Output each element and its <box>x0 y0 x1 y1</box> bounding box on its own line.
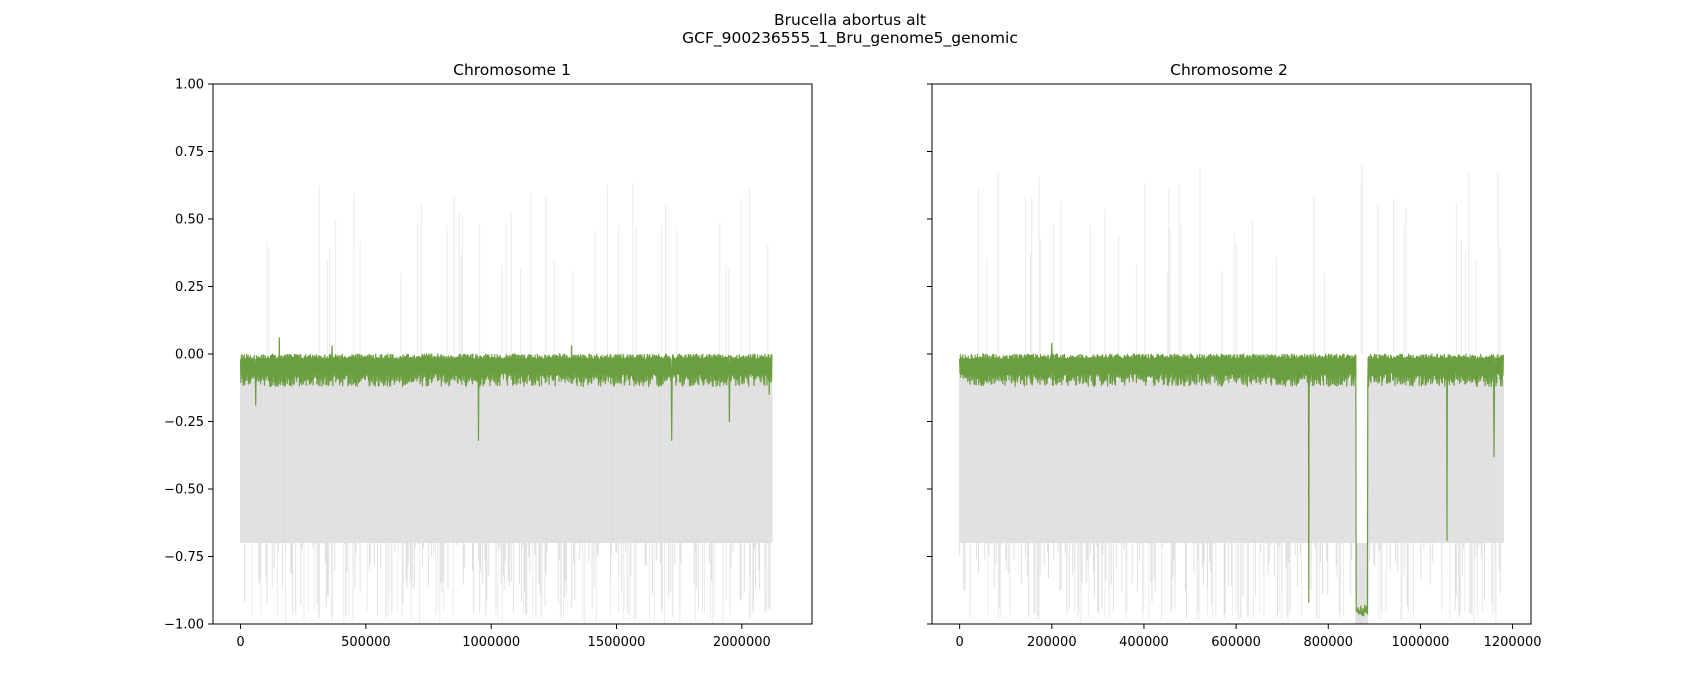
chart-1-y-tick-label: −0.25 <box>164 415 204 430</box>
chart-2-mean-line <box>959 342 1504 617</box>
chart-1-y-tick-label: 1.00 <box>175 78 204 93</box>
chart-1-y-tick-label: −1.00 <box>164 618 204 633</box>
chart-1-x-tick-label: 1000000 <box>462 635 520 650</box>
chart-1-y-tick-label: 0.50 <box>175 213 204 228</box>
chart-1-x-tick-label: 2000000 <box>713 635 771 650</box>
chart-1-mean-line <box>240 337 773 441</box>
chart-2-title: Chromosome 2 <box>1170 61 1288 79</box>
plot-layer: −1.00 −0.75 −0.50 −0.25 0.00 0.25 0.50 0.75 1.00… <box>164 78 1541 651</box>
chart-2-x-tick-label: 800000 <box>1303 635 1353 650</box>
chart-2-x-tick-label: 600000 <box>1211 635 1261 650</box>
chart-2-plot: 0 200000 400000 600000 800000 1000000 1200000 <box>927 83 1542 650</box>
chart-2-x-tick-label: 0 <box>956 635 964 650</box>
chart-2-x-tick-label: 400000 <box>1119 635 1169 650</box>
chart-1-y-tick-label: −0.75 <box>164 550 204 565</box>
figure-title-line2: GCF_900236555_1_Bru_genome5_genomic <box>682 29 1018 48</box>
chart-2-range-extreme <box>969 165 1501 624</box>
chart-1-title: Chromosome 1 <box>453 61 571 79</box>
chart-2-x-tick-label: 200000 <box>1027 635 1077 650</box>
chart-1-range-extreme <box>251 183 769 624</box>
chart-1-y-tick-label: 0.00 <box>175 348 204 363</box>
chart-2-range-band <box>959 367 1504 624</box>
chart-1-y-tick-label: −0.50 <box>164 483 204 498</box>
chart-2-x-tick-label: 1200000 <box>1484 635 1542 650</box>
chart-1-y-tick-label: 0.25 <box>175 280 204 295</box>
figure-title-line1: Brucella abortus alt <box>774 11 926 29</box>
chart-1-range-band <box>240 367 773 619</box>
chart-1-plot: −1.00 −0.75 −0.50 −0.25 0.00 0.25 0.50 0.75 1.00… <box>164 78 813 650</box>
chart-1-x-tick-label: 500000 <box>341 635 391 650</box>
chart-1-x-tick-label: 1500000 <box>588 635 646 650</box>
chart-1-x-tick-label: 0 <box>236 635 244 650</box>
chart-1-y-tick-label: 0.75 <box>175 145 204 160</box>
chart-2-x-tick-label: 1000000 <box>1391 635 1449 650</box>
